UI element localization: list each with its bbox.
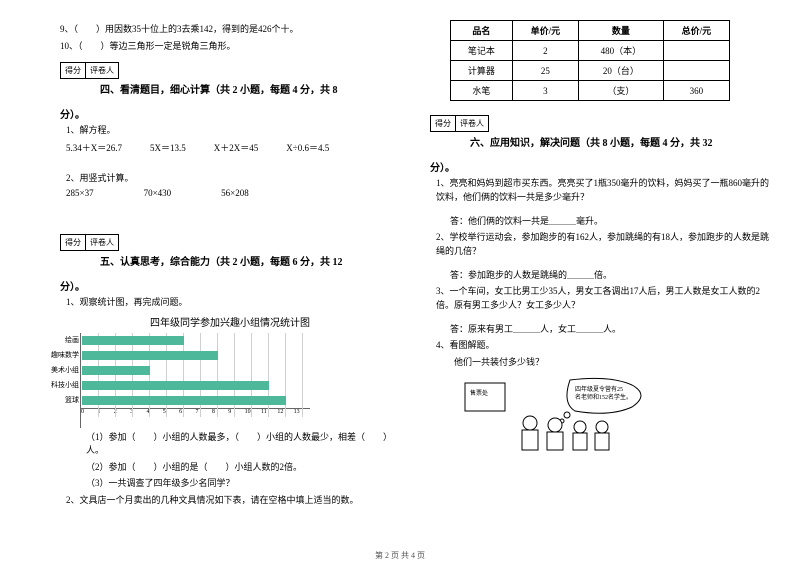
illustration: 售票处 四年级夏令营有25 名老师和152名学生。 (460, 375, 660, 455)
s6-item-2: 2、学校举行运动会，参加跑步的有162人，参加跳绳的有18人，参加跑步的人数是跳… (436, 231, 770, 258)
table-cell: 25 (512, 61, 578, 81)
eq: X＋2X＝45 (214, 141, 259, 154)
section-4-title: 四、看清题目，细心计算（共 2 小题，每题 4 分，共 8 (60, 85, 338, 96)
table-cell: 3 (512, 81, 578, 101)
score-label: 得分 (61, 63, 86, 78)
speech-text: 四年级夏令营有25 (575, 385, 623, 393)
s4-item-1: 1、解方程。 (66, 124, 400, 138)
section-4-title-b: 分）。 (60, 110, 85, 121)
table-row: 笔记本2480（本） (451, 41, 730, 61)
table-cell (663, 41, 729, 61)
s5-q2: （2）参加（ ）小组的是（ ）小组人数的2倍。 (86, 461, 400, 475)
svg-text:售票处: 售票处 (470, 389, 488, 397)
table-header: 品名 (451, 21, 513, 41)
table-cell: 计算器 (451, 61, 513, 81)
score-box: 得分 评卷人 (60, 234, 119, 251)
grader-label: 评卷人 (86, 63, 118, 78)
bar-chart: 绘画趣味数学美术小组科技小组篮球 012345678910111213 (80, 333, 310, 428)
eq: 5.34＋X＝26.7 (66, 141, 122, 154)
table-row: 水笔3（支）360 (451, 81, 730, 101)
bar-label: 篮球 (39, 395, 79, 405)
bar-label: 科技小组 (39, 380, 79, 390)
bar (82, 366, 150, 375)
bar-label: 趣味数学 (39, 350, 79, 360)
score-label: 得分 (61, 235, 86, 250)
eq: 56×208 (221, 188, 249, 198)
s6-item-4q: 他们一共装付多少钱？ (436, 356, 770, 370)
table-row: 计算器2520（台） (451, 61, 730, 81)
table-cell: 2 (512, 41, 578, 61)
score-label: 得分 (431, 116, 456, 131)
table-cell: （支） (578, 81, 663, 101)
chart-title: 四年级同学参加兴趣小组情况统计图 (60, 314, 400, 329)
section-6-title-b: 分）。 (430, 163, 455, 174)
score-box: 得分 评卷人 (60, 62, 119, 79)
eq: 70×430 (144, 188, 172, 198)
bar-label: 美术小组 (39, 365, 79, 375)
section-5-title-b: 分）。 (60, 282, 85, 293)
bar (82, 396, 286, 405)
table-cell (663, 61, 729, 81)
s6-item-4: 4、看图解题。 (436, 339, 770, 353)
eq: 5X＝13.5 (150, 141, 186, 154)
bar (82, 381, 269, 390)
s5-q1: （1）参加（ ）小组的人数最多，（ ）小组的人数最少，相差（ ）人。 (86, 431, 400, 458)
svg-text:名老师和152名学生。: 名老师和152名学生。 (575, 393, 632, 401)
eq: X÷0.6＝4.5 (286, 141, 329, 154)
stationery-table: 品名单价/元数量总价/元 笔记本2480（本）计算器2520（台）水笔3（支）3… (450, 20, 730, 101)
s5-item-1: 1、观察统计图，再完成问题。 (66, 296, 400, 310)
bar-label: 绘画 (39, 335, 79, 345)
s6-answer-2: 答：参加跑步的人数是跳绳的＿＿＿倍。 (450, 268, 770, 281)
s6-item-3: 3、一个车间，女工比男工少35人，男女工各调出17人后，男工人数是女工人数的2倍… (436, 285, 770, 312)
s4-item-2: 2、用竖式计算。 (66, 172, 400, 186)
table-cell: 笔记本 (451, 41, 513, 61)
table-cell: 20（台） (578, 61, 663, 81)
table-header: 总价/元 (663, 21, 729, 41)
page-footer: 第 2 页 共 4 页 (0, 550, 800, 561)
s6-answer-3: 答：原来有男工＿＿＿人，女工＿＿＿人。 (450, 322, 770, 335)
question-10: 10、（ ）等边三角形一定是锐角三角形。 (60, 40, 400, 54)
s5-item-2: 2、文具店一个月卖出的几种文具情况如下表，请在空格中填上适当的数。 (66, 494, 400, 508)
bar (82, 351, 218, 360)
table-cell: 水笔 (451, 81, 513, 101)
score-box: 得分 评卷人 (430, 115, 489, 132)
grader-label: 评卷人 (456, 116, 488, 131)
table-header: 单价/元 (512, 21, 578, 41)
s6-item-1: 1、亮亮和妈妈到超市买东西。亮亮买了1瓶350毫升的饮料，妈妈买了一瓶860毫升… (436, 177, 770, 204)
table-cell: 360 (663, 81, 729, 101)
table-header: 数量 (578, 21, 663, 41)
eq: 285×37 (66, 188, 94, 198)
bar (82, 336, 184, 345)
s5-q3: （3）一共调查了四年级多少名同学？ (86, 477, 400, 491)
question-9: 9、（ ）用因数35十位上的3去乘142，得到的是426个十。 (60, 23, 400, 37)
grader-label: 评卷人 (86, 235, 118, 250)
table-cell: 480（本） (578, 41, 663, 61)
s6-answer-1: 答：他们俩的饮料一共是＿＿＿毫升。 (450, 214, 770, 227)
section-5-title: 五、认真思考，综合能力（共 2 小题，每题 6 分，共 12 (60, 257, 343, 268)
section-6-title: 六、应用知识，解决问题（共 8 小题，每题 4 分，共 32 (430, 138, 713, 149)
